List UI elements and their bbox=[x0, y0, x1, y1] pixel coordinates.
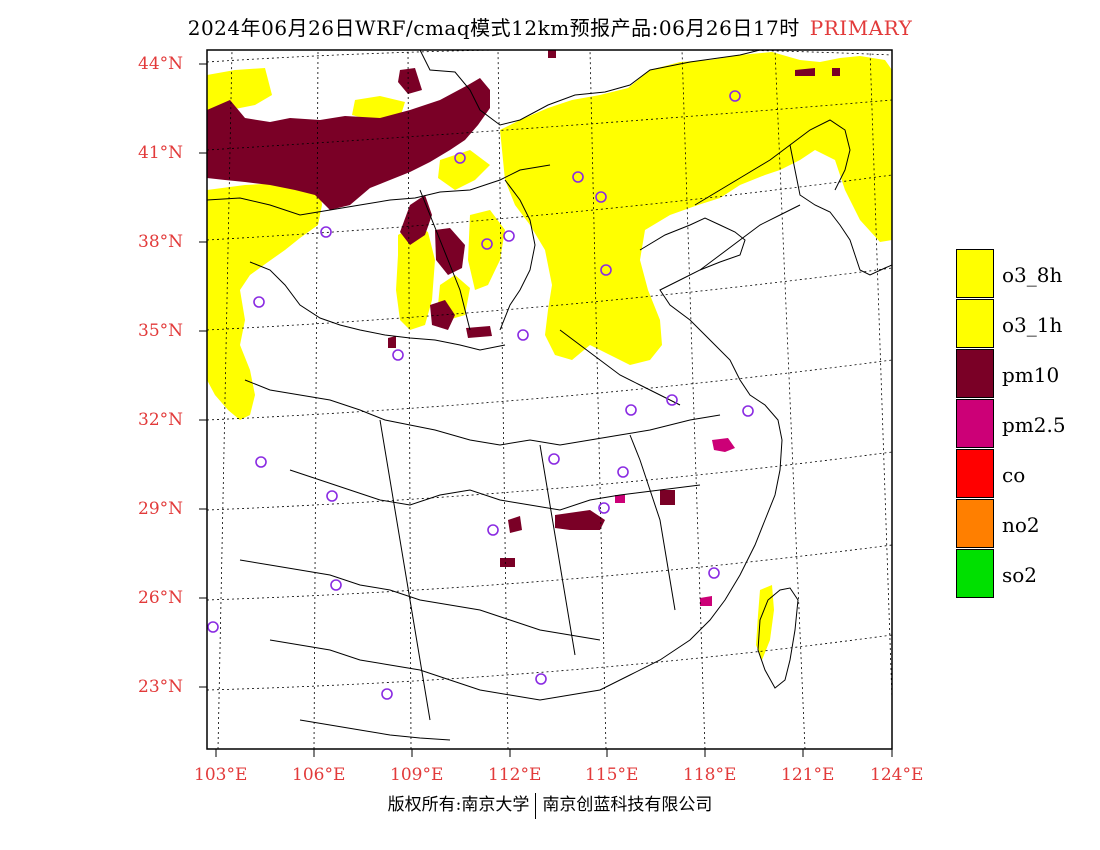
legend-item-no2: no2 bbox=[956, 499, 1100, 549]
copyright-footer: 版权所有:南京大学 南京创蓝科技有限公司 bbox=[0, 790, 1100, 819]
station-marker bbox=[481, 238, 493, 250]
footer-divider bbox=[535, 792, 537, 819]
legend-swatch bbox=[956, 349, 994, 398]
legend-item-o3-1h: o3_1h bbox=[956, 299, 1100, 349]
title-text: 2024年06月26日WRF/cmaq模式12km预报产品:06月26日17时 bbox=[187, 16, 800, 40]
lon-label: 103°E bbox=[194, 765, 248, 785]
graticule bbox=[207, 50, 892, 749]
legend-label: no2 bbox=[1002, 513, 1040, 537]
map-title: 2024年06月26日WRF/cmaq模式12km预报产品:06月26日17时 P… bbox=[0, 12, 1100, 41]
pm25-region-layer bbox=[615, 438, 735, 606]
legend-swatch bbox=[956, 299, 994, 348]
station-marker bbox=[535, 673, 547, 685]
station-marker bbox=[517, 329, 529, 341]
pm10-region-layer bbox=[207, 50, 840, 567]
lat-label: 23°N bbox=[138, 677, 184, 697]
title-tag: PRIMARY bbox=[809, 16, 913, 40]
station-marker bbox=[330, 579, 342, 591]
lat-label: 44°N bbox=[138, 54, 184, 74]
legend-swatch bbox=[956, 449, 994, 498]
legend-label: so2 bbox=[1002, 563, 1038, 587]
lon-label: 115°E bbox=[585, 765, 639, 785]
lat-label: 26°N bbox=[138, 588, 184, 608]
station-marker bbox=[729, 90, 741, 102]
legend-swatch bbox=[956, 549, 994, 598]
station-marker bbox=[503, 230, 515, 242]
lon-label: 112°E bbox=[488, 765, 542, 785]
lat-label: 29°N bbox=[138, 499, 184, 519]
lon-label: 124°E bbox=[870, 765, 924, 785]
station-marker bbox=[625, 404, 637, 416]
lat-label: 41°N bbox=[138, 143, 184, 163]
map-frame bbox=[206, 49, 893, 750]
station-marker bbox=[253, 296, 265, 308]
legend-item-pm10: pm10 bbox=[956, 349, 1100, 399]
station-marker bbox=[207, 621, 219, 633]
lat-label: 38°N bbox=[138, 232, 184, 252]
legend-label: o3_1h bbox=[1002, 313, 1063, 337]
station-marker bbox=[595, 191, 607, 203]
footer-right: 南京创蓝科技有限公司 bbox=[542, 795, 713, 815]
legend-item-pm25: pm2.5 bbox=[956, 399, 1100, 449]
legend-swatch bbox=[956, 499, 994, 548]
lat-label: 32°N bbox=[138, 410, 184, 430]
station-marker bbox=[572, 171, 584, 183]
station-marker bbox=[392, 349, 404, 361]
legend: o3_8h o3_1h pm10 pm2.5 co no2 so2 bbox=[956, 249, 1100, 599]
station-marker bbox=[255, 456, 267, 468]
station-marker bbox=[320, 226, 332, 238]
legend-swatch bbox=[956, 399, 994, 448]
station-marker bbox=[708, 567, 720, 579]
legend-item-so2: so2 bbox=[956, 549, 1100, 599]
legend-item-co: co bbox=[956, 449, 1100, 499]
station-marker bbox=[600, 264, 612, 276]
lon-label: 109°E bbox=[390, 765, 444, 785]
station-marker bbox=[617, 466, 629, 478]
legend-label: pm2.5 bbox=[1002, 413, 1066, 437]
legend-swatch bbox=[956, 249, 994, 298]
tick-marks bbox=[199, 63, 893, 757]
station-marker bbox=[381, 688, 393, 700]
station-marker bbox=[598, 502, 610, 514]
station-marker bbox=[454, 152, 466, 164]
lon-label: 121°E bbox=[781, 765, 835, 785]
station-marker bbox=[548, 453, 560, 465]
station-marker bbox=[487, 524, 499, 536]
lon-label: 106°E bbox=[292, 765, 346, 785]
station-marker bbox=[326, 490, 338, 502]
boundaries bbox=[207, 50, 892, 741]
legend-label: o3_8h bbox=[1002, 263, 1063, 287]
footer-left: 版权所有:南京大学 bbox=[387, 795, 530, 815]
station-marker bbox=[742, 405, 754, 417]
legend-item-o3-8h: o3_8h bbox=[956, 249, 1100, 299]
lat-label: 35°N bbox=[138, 321, 184, 341]
o3-region-layer bbox=[207, 52, 892, 660]
legend-label: pm10 bbox=[1002, 363, 1060, 387]
legend-label: co bbox=[1002, 463, 1026, 487]
station-markers bbox=[207, 90, 754, 700]
lon-label: 118°E bbox=[683, 765, 737, 785]
station-marker bbox=[666, 394, 678, 406]
